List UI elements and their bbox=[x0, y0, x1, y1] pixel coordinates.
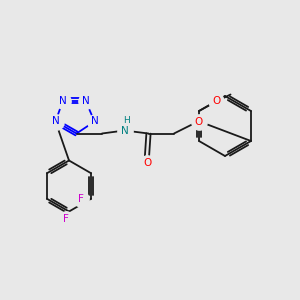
Text: H: H bbox=[123, 116, 129, 124]
Text: F: F bbox=[78, 194, 83, 204]
Text: O: O bbox=[212, 96, 220, 106]
Text: N: N bbox=[59, 95, 67, 106]
Text: O: O bbox=[143, 158, 151, 168]
Text: N: N bbox=[121, 125, 128, 136]
Text: F: F bbox=[63, 214, 69, 224]
Text: O: O bbox=[194, 116, 203, 127]
Text: N: N bbox=[52, 116, 59, 127]
Text: N: N bbox=[91, 116, 98, 127]
Text: N: N bbox=[82, 95, 89, 106]
